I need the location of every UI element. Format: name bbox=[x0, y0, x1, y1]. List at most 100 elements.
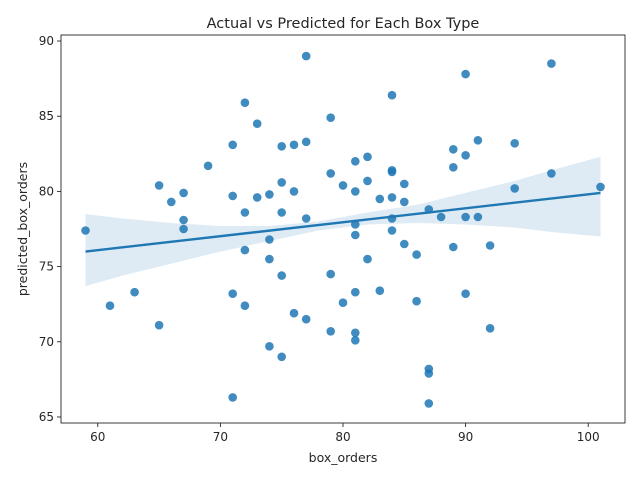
data-point bbox=[265, 235, 274, 244]
data-point bbox=[449, 163, 458, 172]
data-point bbox=[351, 230, 360, 240]
x-tick-label: 60 bbox=[90, 430, 105, 444]
x-axis-ticks: 60 70 80 90 100 bbox=[90, 423, 600, 444]
x-tick-label: 100 bbox=[577, 430, 600, 444]
data-point bbox=[301, 314, 311, 324]
data-point bbox=[387, 226, 397, 235]
data-point bbox=[265, 254, 274, 264]
data-point bbox=[363, 176, 372, 186]
data-point bbox=[301, 51, 311, 61]
data-point bbox=[154, 181, 164, 190]
data-point bbox=[375, 194, 385, 204]
data-point bbox=[240, 98, 250, 107]
data-point bbox=[154, 320, 164, 330]
data-point bbox=[375, 286, 385, 296]
data-point bbox=[547, 169, 556, 178]
data-point bbox=[252, 119, 262, 128]
data-point bbox=[289, 308, 299, 318]
data-point bbox=[326, 327, 336, 336]
data-point bbox=[485, 241, 495, 250]
data-point bbox=[461, 289, 470, 299]
data-point bbox=[412, 296, 421, 306]
data-point bbox=[351, 157, 360, 166]
data-point bbox=[436, 212, 446, 222]
data-point bbox=[510, 184, 519, 193]
data-point bbox=[400, 239, 409, 249]
data-point bbox=[351, 287, 360, 297]
data-point bbox=[240, 245, 250, 255]
data-point bbox=[179, 224, 188, 234]
data-point bbox=[228, 289, 237, 299]
data-point bbox=[277, 208, 287, 217]
data-point bbox=[240, 208, 250, 217]
y-tick-label: 85 bbox=[39, 109, 54, 123]
y-axis-ticks: 65 70 75 80 85 90 bbox=[39, 34, 61, 424]
plot-area bbox=[60, 34, 626, 424]
data-point bbox=[387, 193, 397, 202]
data-point bbox=[289, 187, 299, 196]
data-point bbox=[351, 187, 360, 196]
data-point bbox=[203, 161, 213, 171]
data-point bbox=[424, 399, 434, 408]
data-point bbox=[485, 324, 495, 333]
data-point bbox=[473, 212, 483, 222]
y-tick-label: 90 bbox=[39, 34, 54, 48]
chart-title: Actual vs Predicted for Each Box Type bbox=[207, 16, 480, 32]
data-point bbox=[351, 328, 360, 338]
data-point bbox=[167, 197, 176, 207]
plot-background bbox=[61, 35, 625, 423]
data-point bbox=[387, 167, 397, 177]
data-point bbox=[228, 393, 237, 402]
data-point bbox=[596, 182, 605, 192]
x-tick-label: 70 bbox=[213, 430, 228, 444]
data-point bbox=[461, 212, 470, 222]
data-point bbox=[363, 254, 372, 264]
data-point bbox=[326, 113, 336, 122]
y-tick-label: 65 bbox=[39, 410, 54, 424]
data-point bbox=[449, 145, 458, 154]
data-point bbox=[351, 336, 360, 345]
data-point bbox=[130, 287, 139, 297]
data-point bbox=[461, 69, 470, 79]
data-point bbox=[289, 140, 299, 150]
y-axis-label: predicted_box_orders bbox=[15, 162, 30, 296]
data-point bbox=[277, 178, 287, 187]
data-point bbox=[547, 59, 556, 68]
data-point bbox=[179, 215, 188, 225]
data-point bbox=[461, 151, 470, 160]
data-point bbox=[228, 191, 237, 201]
data-point bbox=[400, 179, 409, 189]
data-point bbox=[228, 140, 237, 150]
y-tick-label: 70 bbox=[39, 335, 54, 349]
data-point bbox=[387, 90, 397, 100]
data-point bbox=[105, 301, 115, 311]
x-tick-label: 80 bbox=[335, 430, 350, 444]
x-tick-label: 90 bbox=[458, 430, 473, 444]
x-axis-label: box_orders bbox=[309, 450, 378, 465]
data-point bbox=[424, 369, 434, 378]
data-point bbox=[412, 250, 421, 259]
data-point bbox=[510, 139, 519, 148]
data-point bbox=[81, 226, 90, 235]
data-point bbox=[473, 136, 483, 145]
data-point bbox=[449, 242, 458, 252]
data-point bbox=[301, 214, 311, 223]
data-point bbox=[326, 269, 336, 279]
data-point bbox=[265, 190, 274, 199]
regression-line bbox=[85, 191, 601, 253]
y-tick-label: 75 bbox=[39, 260, 54, 274]
data-point bbox=[252, 193, 262, 202]
data-point bbox=[326, 169, 336, 178]
data-point bbox=[240, 301, 250, 311]
data-point bbox=[301, 137, 311, 147]
data-point bbox=[338, 181, 348, 190]
data-point bbox=[277, 271, 287, 280]
data-point bbox=[400, 197, 409, 207]
data-point bbox=[277, 352, 287, 362]
data-point bbox=[265, 342, 274, 351]
data-point bbox=[338, 298, 348, 308]
data-point bbox=[277, 142, 287, 151]
y-tick-label: 80 bbox=[39, 184, 54, 198]
data-point bbox=[363, 152, 372, 162]
